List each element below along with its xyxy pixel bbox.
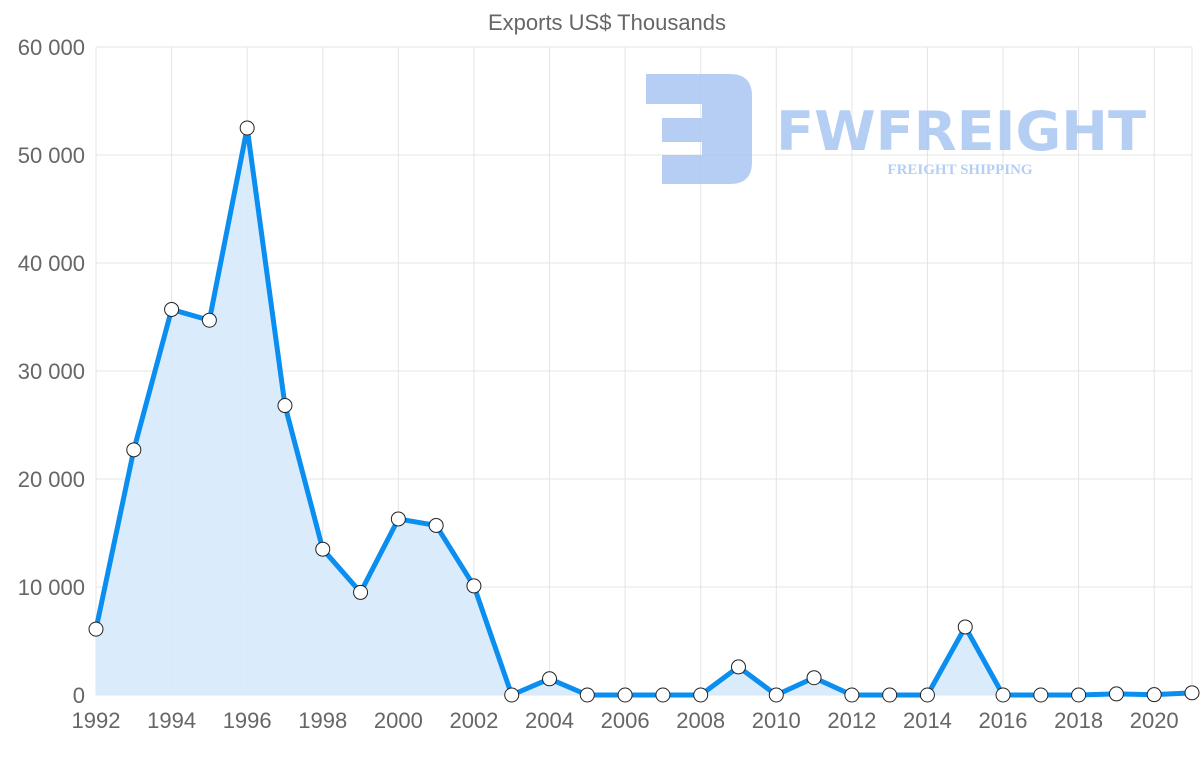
data-point-2000[interactable]	[390, 511, 406, 527]
data-point-1992[interactable]	[88, 621, 104, 637]
y-tick-label: 50 000	[18, 143, 85, 168]
x-tick-label: 2002	[449, 708, 498, 733]
grid	[95, 46, 1193, 696]
y-tick-label: 60 000	[18, 35, 85, 60]
x-tick-label: 2004	[525, 708, 574, 733]
y-tick-label: 0	[73, 683, 85, 708]
data-point-2012[interactable]	[844, 687, 860, 703]
y-axis: 0 10 000 20 000 30 000 40 000 50 000 60 000	[18, 35, 85, 708]
plot-area	[88, 120, 1200, 703]
data-point-2014[interactable]	[919, 687, 935, 703]
data-point-2015[interactable]	[957, 619, 973, 635]
x-tick-label: 2020	[1130, 708, 1179, 733]
data-point-1993[interactable]	[126, 442, 142, 458]
data-point-1994[interactable]	[164, 301, 180, 317]
x-tick-label: 2018	[1054, 708, 1103, 733]
chart-title: Exports US$ Thousands	[488, 10, 726, 35]
data-point-2020[interactable]	[1146, 687, 1162, 703]
data-point-2002[interactable]	[466, 578, 482, 594]
data-point-1997[interactable]	[277, 398, 293, 414]
data-point-2006[interactable]	[617, 687, 633, 703]
data-point-1998[interactable]	[315, 541, 331, 557]
data-point-2008[interactable]	[693, 687, 709, 703]
x-tick-label: 1994	[147, 708, 196, 733]
data-point-2007[interactable]	[655, 687, 671, 703]
watermark-brand: FWFREIGHT	[776, 100, 1146, 163]
data-point-2018[interactable]	[1071, 687, 1087, 703]
x-tick-label: 2010	[752, 708, 801, 733]
data-point-2004[interactable]	[542, 671, 558, 687]
x-tick-label: 1992	[72, 708, 121, 733]
data-point-2021[interactable]	[1184, 685, 1200, 701]
y-tick-label: 40 000	[18, 251, 85, 276]
logo-mark-icon	[646, 74, 752, 184]
y-tick-label: 20 000	[18, 467, 85, 492]
series-area	[96, 128, 1192, 695]
data-point-2003[interactable]	[504, 687, 520, 703]
watermark-tagline: FREIGHT SHIPPING	[887, 162, 1032, 178]
data-point-2019[interactable]	[1108, 686, 1124, 702]
data-point-2017[interactable]	[1033, 687, 1049, 703]
watermark-logo: FWFREIGHT FREIGHT SHIPPING	[646, 74, 1146, 184]
data-point-1996[interactable]	[239, 120, 255, 136]
x-tick-label: 1996	[223, 708, 272, 733]
y-tick-label: 10 000	[18, 575, 85, 600]
x-tick-label: 1998	[298, 708, 347, 733]
data-point-2013[interactable]	[882, 687, 898, 703]
data-point-2016[interactable]	[995, 687, 1011, 703]
data-point-2009[interactable]	[730, 659, 746, 675]
x-tick-label: 2000	[374, 708, 423, 733]
data-point-2011[interactable]	[806, 670, 822, 686]
x-tick-label: 2006	[601, 708, 650, 733]
data-point-1999[interactable]	[353, 584, 369, 600]
x-axis: 1992 1994 1996 1998 2000 2002 2004 2006 2008 2010…	[72, 708, 1179, 733]
data-point-2001[interactable]	[428, 517, 444, 533]
data-point-2005[interactable]	[579, 687, 595, 703]
data-point-2010[interactable]	[768, 687, 784, 703]
y-tick-label: 30 000	[18, 359, 85, 384]
data-point-1995[interactable]	[201, 312, 217, 328]
x-tick-label: 2008	[676, 708, 725, 733]
x-tick-label: 2014	[903, 708, 952, 733]
x-tick-label: 2012	[827, 708, 876, 733]
x-tick-label: 2016	[979, 708, 1028, 733]
